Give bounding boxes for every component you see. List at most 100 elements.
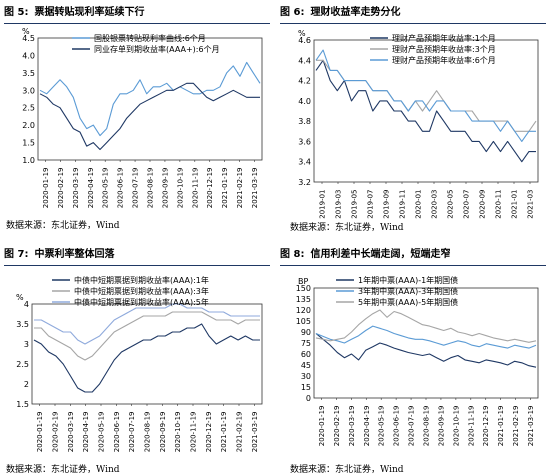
x-tick-label: 2020-05 [447,190,455,219]
chart-panel-4: 图 8: 信用利差中长端走阔，短端走窄 0 15 30 45 60 75 90 105 120 13… [280,244,546,474]
legend-label: 中债中短期票据到期收益率(AAA):3年 [74,286,209,296]
series-line-2 [34,311,260,361]
y-tick-label: 1.5 [16,400,29,409]
y-tick-label: 2.0 [22,121,35,130]
series-line-3 [315,49,536,142]
x-tick-label: 2020-08-19 [147,168,155,209]
y-tick-label: 105 [296,317,311,326]
x-tick-label: 2021-01-19 [220,412,228,453]
y-tick-label: 4.0 [298,97,311,106]
y-axis-title: % [16,293,24,302]
x-tick-label: 2019-09 [383,190,391,219]
x-tick-label: 2020-03 [431,190,439,219]
y-tick-label: 75 [301,339,311,348]
x-tick-label: 2020-12-19 [205,412,213,453]
y-tick-label: 3.0 [22,86,35,95]
series-line-3 [315,309,537,343]
x-tick-label: 2019-07 [367,190,375,219]
x-tick-label: 2020-10-19 [176,168,184,209]
y-tick-label: 135 [296,295,311,304]
y-tick-label: 4.6 [298,36,311,45]
chart-panel-3: 图 7: 中票利率整体回落 1.5 2 2.5 3 3.5 4% 2020-01-19 2020… [4,244,270,474]
series-line-2 [315,325,537,349]
legend-label: 1年期中票(AAA)-1年期国债 [358,275,458,285]
x-tick-label: 2020-06-19 [393,406,401,447]
chart-title-bar: 图 7: 中票利率整体回落 [4,244,270,266]
series-line-1 [315,333,537,368]
y-axis-title: % [22,27,30,36]
y-tick-label: 2 [24,380,29,389]
x-tick-label: 2021-03-19 [251,167,259,208]
y-tick-label: 120 [296,306,311,315]
series-line-2 [39,82,260,151]
source-note: 数据来源：东北证券，Wind [290,465,404,475]
x-tick-label: 2019-01 [319,190,327,219]
legend-label: 理财产品预期年收益率:3个月 [392,44,496,54]
y-tick-label: 60 [301,350,311,359]
y-tick-label: 3 [24,340,29,349]
x-tick-label: 2020-09-19 [161,168,169,209]
x-tick-label: 2020-09-19 [159,412,167,453]
y-tick-label: 150 [296,284,311,293]
chart-panel-1: 图 5: 票据转贴现利率延续下行 1.0 1.5 2.0 2.5 3.0 3.5 4.0 4.5… [4,2,270,232]
x-tick-label: 2020-06-19 [113,412,121,453]
x-tick-label: 2020-05-19 [378,406,386,447]
source-note: 数据来源：东北证券，Wind [6,465,120,475]
x-tick-label: 2020-04-19 [87,168,95,209]
legend-label: 5年期中票(AAA)-5年期国债 [358,297,458,307]
x-tick-label: 2020-07 [463,190,471,219]
series-line-2 [316,59,537,132]
chart-title: 信用利差中长端走阔，短端走窄 [310,249,451,260]
y-tick-label: 90 [301,328,311,337]
y-tick-label: 3.5 [22,69,35,78]
y-axis-title: % [298,29,306,38]
chart-title: 票据转贴现利率延续下行 [34,7,145,18]
source-note: 数据来源：东北证券，Wind [6,221,120,231]
y-tick-label: 4.2 [298,77,311,86]
x-tick-label: 2020-11-19 [467,406,475,447]
x-tick-label: 2020-07-19 [408,406,416,447]
x-tick-label: 2020-10-19 [174,412,182,453]
chart-title-bar: 图 6: 理财收益率走势分化 [280,2,546,24]
chart-title: 理财收益率走势分化 [310,7,401,18]
x-tick-label: 2020-07-19 [128,412,136,453]
y-tick-label: 3.2 [298,178,311,187]
x-tick-label: 2021-02-19 [236,412,244,453]
x-tick-label: 2021-01-19 [221,168,229,209]
x-tick-label: 2021-03-19 [251,412,259,453]
y-tick-label: 4.0 [22,51,35,60]
series-line-1 [315,59,536,163]
x-tick-label: 2020-11-19 [191,168,199,209]
source-note: 数据来源：东北证券，Wind [290,223,404,233]
figure-number: 图 7: [4,249,29,260]
x-tick-label: 2020-01-19 [318,406,326,447]
x-tick-label: 2020-03-19 [348,406,356,447]
y-tick-label: 4.5 [22,34,35,43]
y-tick-label: 3.8 [298,117,311,126]
y-tick-label: 0 [306,394,311,403]
legend-label: 理财产品预期年收益率:1个月 [392,33,496,43]
x-tick-label: 2020-07-19 [132,168,140,209]
chart-panel-2: 图 6: 理财收益率走势分化 3.2 3.4 3.6 3.8 4.0 4.2 4.4 4.6% 2… [280,2,546,232]
y-tick-label: 30 [301,372,311,381]
legend-label: 中债中短期票据到期收益率(AAA):1年 [74,275,209,285]
x-tick-label: 2021-02-19 [236,168,244,209]
x-tick-label: 2020-01 [415,190,423,219]
y-tick-label: 4 [24,300,29,309]
x-tick-label: 2020-12-19 [482,406,490,447]
legend-label: 同业存单到期收益率(AAA+):6个月 [94,44,220,54]
line-chart: 1.5 2 2.5 3 3.5 4% 2020-01-19 2020-02-19 2020-03… [16,275,263,453]
x-tick-label: 2020-09-19 [437,406,445,447]
legend-label: 3年期中票(AAA)-3年期国债 [358,286,458,296]
x-tick-label: 2020-11 [495,190,503,219]
y-tick-label: 3.5 [16,320,29,329]
figure-number: 图 6: [280,7,305,18]
x-tick-label: 2020-08-19 [423,406,431,447]
x-tick-label: 2020-06-19 [117,168,125,209]
x-tick-label: 2019-11 [399,190,407,219]
x-tick-label: 2019-05 [351,190,359,219]
x-tick-label: 2021-03-19 [527,406,535,447]
x-tick-label: 2021-01 [511,190,519,219]
legend-label: 中债中短期票据到期收益率(AAA):5年 [74,297,209,307]
